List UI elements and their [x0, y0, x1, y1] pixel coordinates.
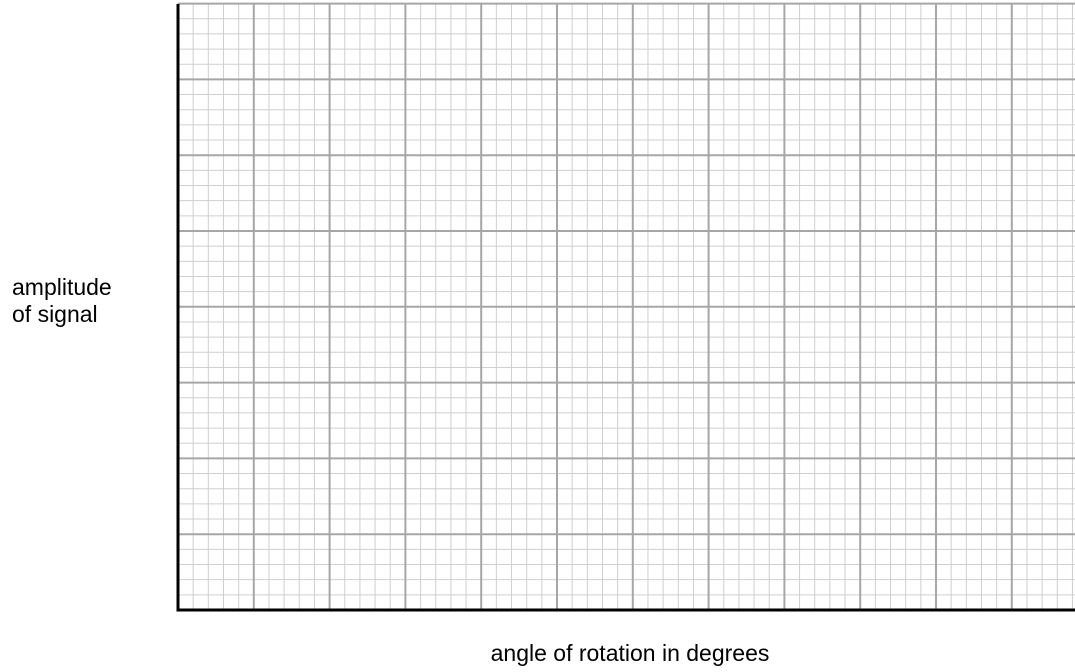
x-axis-label: angle of rotation in degrees: [490, 640, 770, 666]
y-axis-label-line-1: amplitude: [12, 274, 112, 300]
y-axis-label-line-2: of signal: [12, 301, 98, 327]
major-grid: [178, 2, 1075, 610]
y-axis-label: amplitude of signal: [12, 274, 112, 328]
